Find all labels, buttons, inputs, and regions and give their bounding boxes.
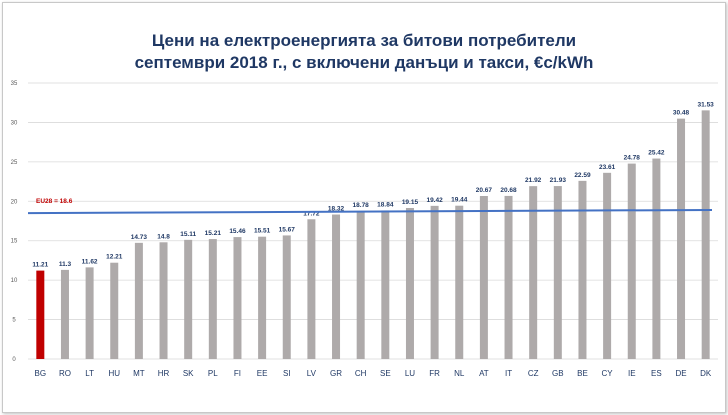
bar-cy — [603, 172, 612, 359]
x-tick-label-at: AT — [479, 369, 489, 378]
y-tick-label: 10 — [11, 278, 18, 284]
value-label-cz: 21.92 — [525, 177, 542, 184]
y-tick-label: 30 — [11, 120, 18, 126]
bar-it — [504, 195, 513, 359]
value-label-bg: 11.21 — [32, 262, 48, 269]
value-label-ie: 24.78 — [624, 155, 641, 162]
y-tick-label: 25 — [11, 160, 18, 166]
bar-dk — [701, 110, 710, 359]
x-tick-label-it: IT — [505, 369, 512, 378]
value-label-mt: 14.73 — [131, 234, 148, 241]
value-label-ee: 15.51 — [254, 228, 271, 235]
value-label-nl: 19.44 — [451, 197, 468, 204]
bar-de — [677, 118, 686, 359]
bar-nl — [455, 205, 464, 359]
x-tick-label-be: BE — [577, 369, 588, 378]
y-tick-label: 20 — [11, 199, 18, 205]
value-label-pl: 15.21 — [205, 230, 222, 237]
value-label-de: 30.48 — [673, 110, 690, 117]
bar-sk — [184, 239, 193, 359]
bar-es — [652, 158, 661, 359]
bar-gb — [553, 186, 562, 359]
x-tick-label-bg: BG — [35, 369, 47, 378]
x-tick-label-ro: RO — [59, 369, 71, 378]
bar-at — [479, 196, 488, 359]
bar-si — [282, 235, 291, 359]
value-label-se: 18.84 — [377, 201, 394, 208]
value-label-at: 20.67 — [476, 187, 493, 194]
x-tick-label-fi: FI — [234, 369, 241, 378]
x-tick-label-gb: GB — [552, 369, 564, 378]
bar-se — [381, 210, 390, 359]
bar-lt — [85, 267, 94, 359]
value-label-gb: 21.93 — [550, 177, 567, 184]
x-tick-label-sk: SK — [183, 369, 194, 378]
value-label-ch: 18.78 — [353, 202, 370, 209]
x-tick-label-mt: MT — [133, 369, 145, 378]
value-label-lv: 17.72 — [303, 210, 320, 217]
bar-ie — [627, 163, 636, 359]
x-tick-label-fr: FR — [429, 369, 440, 378]
x-tick-label-lv: LV — [307, 369, 317, 378]
x-tick-label-hr: HR — [158, 369, 170, 378]
x-tick-label-si: SI — [283, 369, 291, 378]
x-tick-label-de: DE — [675, 369, 686, 378]
bar-ro — [60, 269, 69, 359]
bar-gr — [332, 214, 341, 359]
value-label-lt: 11.62 — [82, 258, 98, 265]
bar-pl — [208, 239, 217, 359]
x-tick-label-ie: IE — [628, 369, 636, 378]
bar-cz — [529, 186, 538, 359]
x-tick-label-cz: CZ — [528, 369, 539, 378]
value-label-hr: 14.8 — [157, 233, 170, 240]
value-label-si: 15.67 — [279, 226, 296, 233]
bar-fr — [430, 205, 439, 359]
bar-hu — [110, 262, 119, 359]
y-tick-label: 5 — [12, 318, 16, 324]
x-tick-label-se: SE — [380, 369, 391, 378]
bar-ee — [258, 236, 267, 359]
value-label-fr: 19.42 — [426, 197, 443, 204]
bar-lv — [307, 219, 316, 359]
value-label-it: 20.68 — [500, 187, 517, 194]
eu28-reference-line — [27, 208, 713, 215]
x-tick-label-lt: LT — [85, 369, 94, 378]
value-label-dk: 31.53 — [698, 101, 715, 108]
value-label-ro: 11.3 — [59, 261, 72, 268]
value-label-sk: 15.11 — [180, 231, 196, 238]
value-label-lu: 19.15 — [402, 199, 419, 206]
bar-fi — [233, 237, 242, 359]
bar-be — [578, 180, 587, 359]
chart-title: Цени на електроенергията за битови потре… — [0, 30, 728, 74]
eu28-reference-label: EU28 = 18.6 — [36, 198, 73, 205]
y-tick-label: 15 — [11, 239, 18, 245]
value-label-es: 25.42 — [648, 150, 665, 157]
x-tick-label-ee: EE — [257, 369, 268, 378]
bar-hr — [159, 242, 168, 359]
bar-lu — [405, 207, 414, 359]
y-tick-label: 0 — [12, 357, 16, 363]
bar-bg — [36, 270, 45, 359]
x-tick-label-nl: NL — [454, 369, 465, 378]
x-tick-label-cy: CY — [602, 369, 614, 378]
value-label-be: 22.59 — [574, 172, 591, 179]
x-tick-label-gr: GR — [330, 369, 342, 378]
x-tick-label-es: ES — [651, 369, 662, 378]
x-tick-label-dk: DK — [700, 369, 712, 378]
x-tick-label-ch: CH — [355, 369, 367, 378]
value-label-fi: 15.46 — [229, 228, 246, 235]
value-label-cy: 23.61 — [599, 164, 616, 171]
value-label-gr: 18.32 — [328, 206, 345, 213]
x-tick-label-lu: LU — [405, 369, 415, 378]
value-label-hu: 12.21 — [106, 254, 123, 261]
bar-ch — [356, 210, 365, 359]
chart-title-line-1: Цени на електроенергията за битови потре… — [151, 31, 577, 50]
x-tick-label-pl: PL — [208, 369, 218, 378]
bar-mt — [134, 242, 143, 359]
chart-title-line-2: септември 2018 г., с включени данъци и т… — [134, 53, 594, 72]
y-tick-label: 35 — [11, 81, 18, 87]
x-tick-label-hu: HU — [108, 369, 120, 378]
